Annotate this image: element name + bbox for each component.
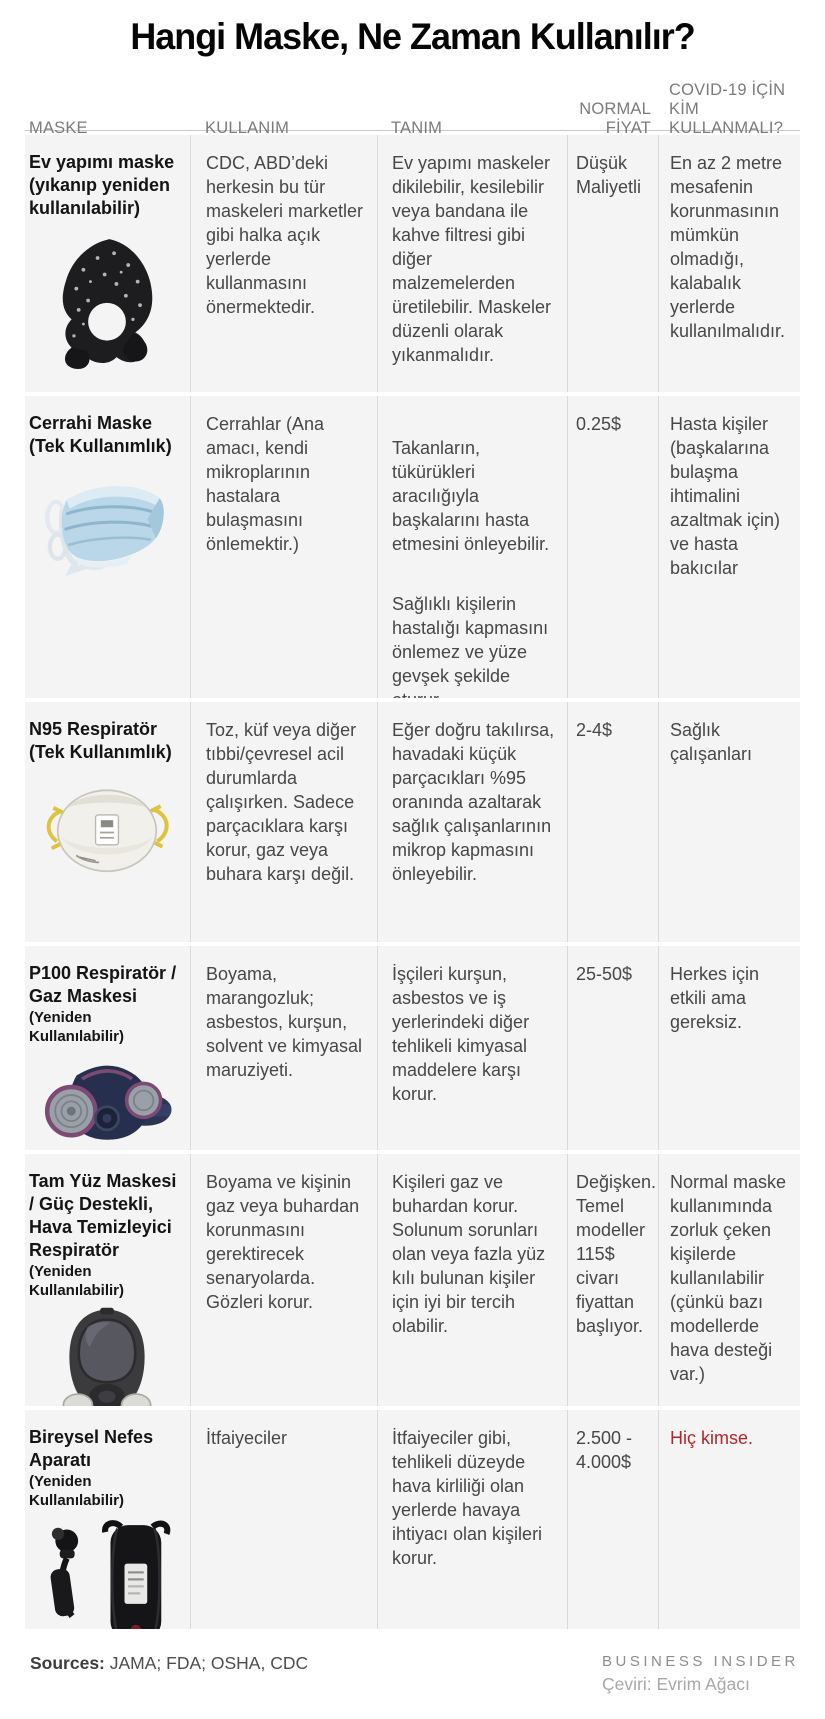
table-row-scba: Bireysel Nefes Aparatı (Yeniden Kullanıl… [25, 1410, 800, 1629]
covid-recommendation-cell: Hiç kimse. [658, 1410, 800, 1629]
covid-recommendation-cell: En az 2 metre mesafenin korunmasının müm… [658, 135, 800, 392]
column-header-fiyat: NORMAL FİYAT [579, 100, 651, 137]
definition-cell: Eğer doğru takılırsa, havadaki küçük par… [377, 702, 567, 942]
p100-respirator-photo [44, 1065, 171, 1140]
mask-name: Cerrahi Maske (Tek Kullanımlık) [29, 413, 172, 456]
footer: Sources: JAMA; FDA; OSHA, CDC BUSINESS I… [25, 1653, 800, 1695]
definition-paragraph: Sağlıklı kişilerin hastalığı kapmasını ö… [392, 594, 549, 698]
business-insider-logo: BUSINESS INSIDER [602, 1653, 799, 1670]
page-title: Hangi Maske, Ne Zaman Kullanılır? [130, 16, 695, 57]
n95-respirator-photo [46, 789, 169, 873]
price-cell: 2.500 - 4.000$ [567, 1410, 658, 1629]
mask-name: N95 Respiratör (Tek Kullanımlık) [29, 719, 172, 762]
surgical-mask-photo [45, 486, 164, 577]
price-cell: 0.25$ [567, 396, 658, 698]
usage-cell: Toz, küf veya diğer tıbbi/çevresel acil … [190, 702, 377, 942]
price-cell: Düşük Maliyetli [567, 135, 658, 392]
mask-comparison-table: MASKE KULLANIM TANIM NORMAL FİYAT COVID-… [25, 81, 800, 1629]
sources-list: JAMA; FDA; OSHA, CDC [104, 1653, 309, 1673]
mask-reuse-note: (Yeniden Kullanılabilir) [29, 1263, 125, 1299]
table-row-p100-respirator: P100 Respiratör / Gaz Maskesi (Yeniden K… [25, 946, 800, 1150]
definition-cell: Kişileri gaz ve buhardan korur. Solunum … [377, 1154, 567, 1406]
price-cell: Değişken. Temel modeller 115$ civarı fiy… [567, 1154, 658, 1406]
table-row-surgical-mask: Cerrahi Maske (Tek Kullanımlık) Cerrahla… [25, 396, 800, 698]
covid-recommendation-cell: Sağlık çalışanları [658, 702, 800, 942]
mask-name: Ev yapımı maske (yıkanıp yeniden kullanı… [29, 152, 175, 218]
scba-photo [50, 1520, 170, 1629]
definition-cell: Ev yapımı maskeler dikilebilir, kesilebi… [377, 135, 567, 392]
brand-block: BUSINESS INSIDER Çeviri: Evrim Ağacı [602, 1653, 800, 1695]
table-header-row: MASKE KULLANIM TANIM NORMAL FİYAT COVID-… [25, 81, 800, 137]
full-face-respirator-photo [62, 1307, 151, 1406]
mask-name: Tam Yüz Maskesi / Güç Destekli, Hava Tem… [29, 1171, 177, 1260]
table-row-homemade-mask: Ev yapımı maske (yıkanıp yeniden kullanı… [25, 135, 800, 392]
covid-recommendation-cell: Herkes için etkili ama gereksiz. [658, 946, 800, 1150]
covid-recommendation-cell: Hasta kişiler (başkalarına bulaşma ihtim… [658, 396, 800, 698]
definition-cell: İtfaiyeciler gibi, tehlikeli düzeyde hav… [377, 1410, 567, 1629]
usage-cell: İtfaiyeciler [190, 1410, 377, 1629]
mask-cell: Cerrahi Maske (Tek Kullanımlık) [25, 396, 190, 698]
definition-paragraph: Takanların, tükürükleri aracılığıyla baş… [392, 438, 550, 554]
mask-cell: Bireysel Nefes Aparatı (Yeniden Kullanıl… [25, 1410, 190, 1629]
table-row-n95-respirator: N95 Respiratör (Tek Kullanımlık) [25, 702, 800, 942]
definition-cell: İşçileri kurşun, asbestos ve iş yerlerin… [377, 946, 567, 1150]
column-header-kullanim: KULLANIM [205, 119, 290, 137]
usage-cell: Boyama ve kişinin gaz veya buhardan koru… [190, 1154, 377, 1406]
usage-cell: Cerrahlar (Ana amacı, kendi mikroplarını… [190, 396, 377, 698]
price-cell: 2-4$ [567, 702, 658, 942]
mask-cell: N95 Respiratör (Tek Kullanımlık) [25, 702, 190, 942]
mask-cell: P100 Respiratör / Gaz Maskesi (Yeniden K… [25, 946, 190, 1150]
definition-cell: Takanların, tükürükleri aracılığıyla baş… [377, 396, 567, 698]
table-row-full-face-respirator: Tam Yüz Maskesi / Güç Destekli, Hava Tem… [25, 1154, 800, 1406]
usage-cell: Boyama, marangozluk; asbestos, kurşun, s… [190, 946, 377, 1150]
price-cell: 25-50$ [567, 946, 658, 1150]
sources-label: Sources: [30, 1653, 105, 1673]
column-header-covid: COVID-19 İÇİN KİM KULLANMALI? [669, 81, 786, 137]
mask-cell: Ev yapımı maske (yıkanıp yeniden kullanı… [25, 135, 190, 392]
usage-cell: CDC, ABD’deki herkesin bu tür maskeleri … [190, 135, 377, 392]
mask-reuse-note: (Yeniden Kullanılabilir) [29, 1009, 125, 1045]
mask-name: Bireysel Nefes Aparatı [29, 1427, 154, 1470]
mask-name: P100 Respiratör / Gaz Maskesi [29, 963, 177, 1006]
translation-credit: Çeviri: Evrim Ağacı [602, 1674, 750, 1694]
mask-reuse-note: (Yeniden Kullanılabilir) [29, 1473, 125, 1509]
column-header-tanim: TANIM [391, 119, 443, 137]
covid-recommendation-cell: Normal maske kullanımında zorluk çeken k… [658, 1154, 800, 1406]
bandana-photo [62, 239, 152, 369]
column-header-maske: MASKE [29, 119, 88, 137]
sources-line: Sources: JAMA; FDA; OSHA, CDC [25, 1653, 308, 1674]
mask-cell: Tam Yüz Maskesi / Güç Destekli, Hava Tem… [25, 1154, 190, 1406]
